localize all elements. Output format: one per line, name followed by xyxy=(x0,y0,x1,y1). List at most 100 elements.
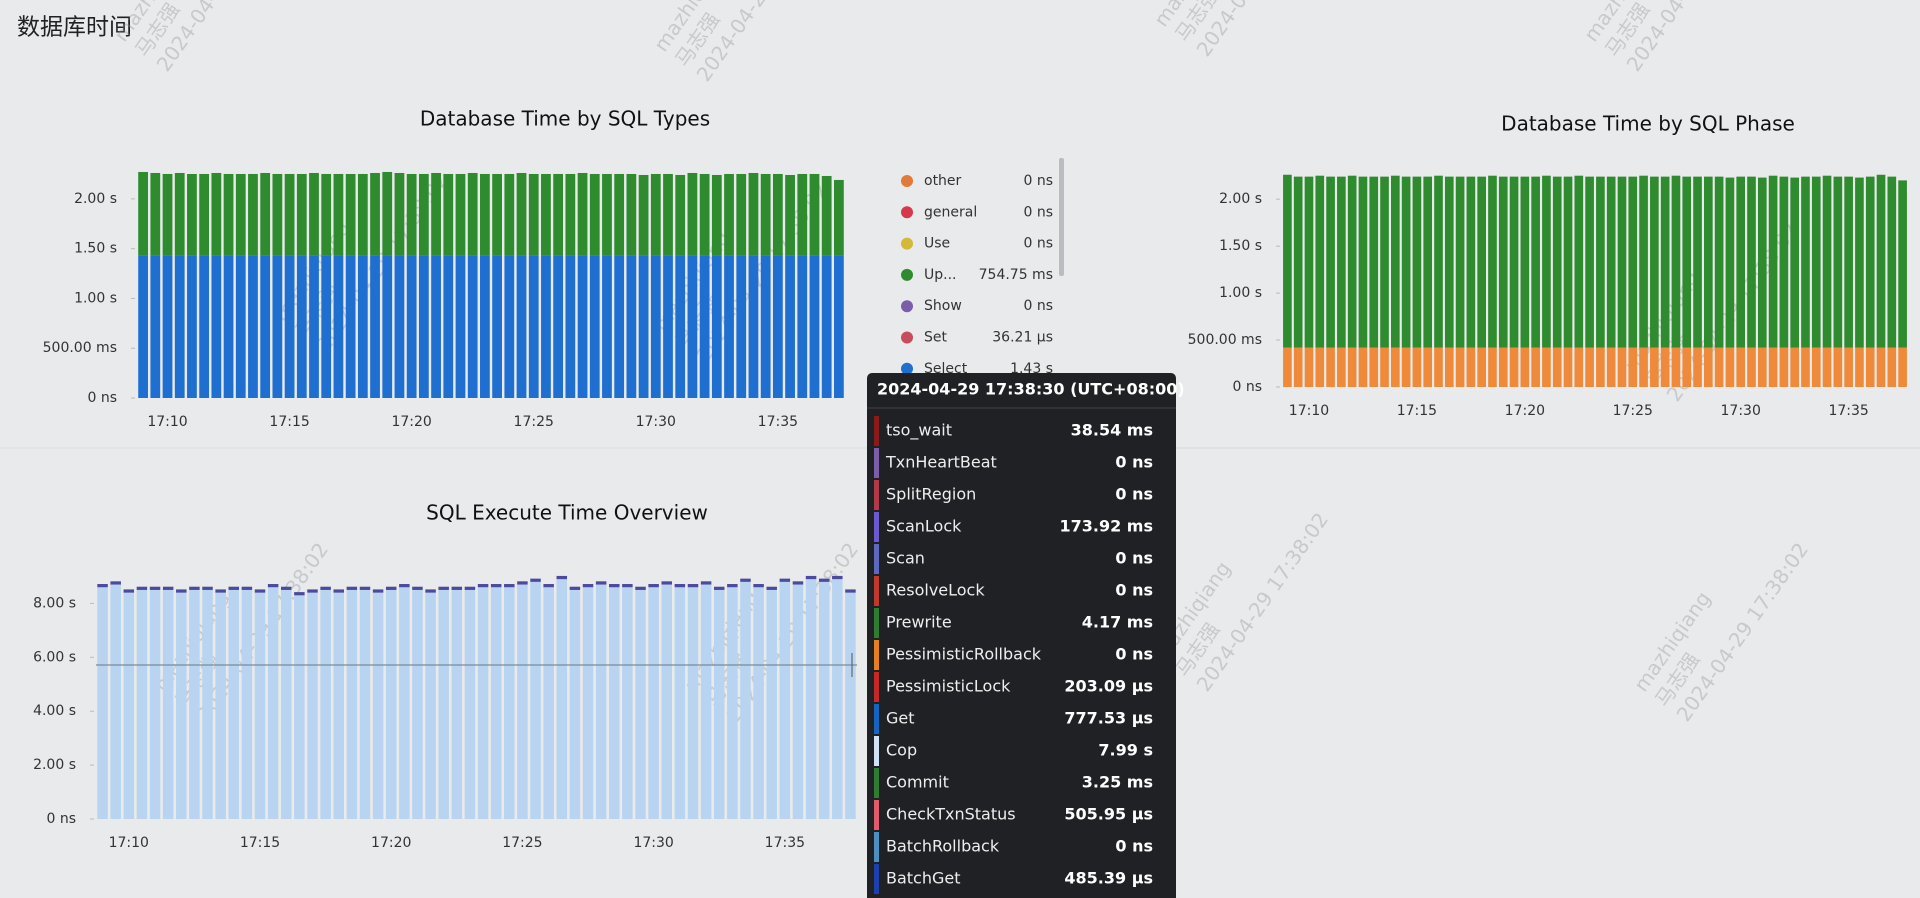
bar xyxy=(1520,176,1530,348)
tooltip-swatch xyxy=(874,608,879,638)
bar xyxy=(406,255,417,398)
bar xyxy=(792,581,804,585)
bar xyxy=(272,173,283,256)
bar xyxy=(711,174,722,256)
bar xyxy=(674,584,686,588)
bar xyxy=(1790,347,1799,387)
bar xyxy=(1466,176,1476,348)
bar xyxy=(504,584,515,588)
legend-dot xyxy=(901,300,913,313)
bar xyxy=(516,172,527,256)
bar xyxy=(333,173,344,256)
bar xyxy=(569,586,581,590)
bar xyxy=(687,255,698,398)
bar xyxy=(1639,175,1648,348)
bar xyxy=(797,173,808,256)
bar xyxy=(443,173,454,256)
bar xyxy=(1326,347,1335,387)
bar xyxy=(1822,175,1832,348)
legend-name[interactable]: Set xyxy=(924,330,948,346)
bar xyxy=(254,589,266,593)
tooltip-value: 777.53 µs xyxy=(1064,709,1153,728)
bar xyxy=(333,592,344,819)
bar xyxy=(399,587,410,819)
legend-name[interactable]: other xyxy=(924,173,962,189)
legend-name[interactable]: Show xyxy=(924,298,962,314)
x-tick-label: 17:15 xyxy=(240,835,280,851)
bar xyxy=(663,255,673,398)
bar xyxy=(1585,176,1594,348)
bar xyxy=(1865,176,1875,348)
tooltip-swatch xyxy=(874,416,879,446)
bar xyxy=(736,173,747,256)
bar xyxy=(818,578,830,582)
bar xyxy=(736,255,747,398)
bar xyxy=(309,255,319,398)
bar xyxy=(438,586,449,590)
x-tick-label: 17:30 xyxy=(636,414,676,430)
bar xyxy=(577,255,588,398)
bar xyxy=(1801,347,1810,387)
bar xyxy=(1898,180,1907,348)
bar xyxy=(372,589,384,593)
bar xyxy=(1477,347,1486,387)
bar xyxy=(766,589,777,819)
tooltip-name: SplitRegion xyxy=(886,485,976,504)
legend-value: 36.21 µs xyxy=(992,330,1053,346)
bar xyxy=(1283,174,1292,348)
bar xyxy=(1650,347,1659,387)
bar xyxy=(382,255,393,398)
bar xyxy=(687,587,699,819)
legend-name[interactable]: Select xyxy=(924,361,968,377)
bar xyxy=(766,586,777,590)
bar xyxy=(1434,175,1443,348)
bar xyxy=(241,586,253,590)
bar xyxy=(1542,347,1551,387)
bar xyxy=(345,255,356,398)
bar xyxy=(772,255,783,398)
y-tick-label: 1.50 s xyxy=(1219,238,1262,254)
bar xyxy=(394,255,405,398)
bar xyxy=(543,584,554,588)
y-tick-label: 500.00 ms xyxy=(1188,332,1262,348)
bar xyxy=(1736,176,1746,348)
bar xyxy=(307,592,318,819)
bar xyxy=(516,255,527,398)
x-tick-label: 17:15 xyxy=(1397,403,1437,419)
bar xyxy=(223,173,234,256)
bar xyxy=(556,579,568,819)
bar xyxy=(451,589,463,819)
bar xyxy=(635,589,646,819)
tooltip-swatch xyxy=(874,864,879,894)
tooltip-name: Get xyxy=(886,709,915,728)
legend-name[interactable]: general xyxy=(924,204,977,220)
tooltip-swatch xyxy=(874,480,879,510)
bar xyxy=(138,171,148,256)
bar xyxy=(294,592,305,596)
legend-name[interactable]: Up... xyxy=(924,267,956,283)
tooltip-name: ResolveLock xyxy=(886,581,985,600)
bar xyxy=(136,586,148,590)
tooltip-swatch xyxy=(874,448,879,478)
bar xyxy=(248,173,258,256)
tooltip-value: 0 ns xyxy=(1115,645,1153,664)
bar xyxy=(187,173,197,256)
bar xyxy=(480,255,490,398)
bar xyxy=(1650,176,1659,348)
legend-scrollbar xyxy=(1059,158,1064,276)
y-tick-label: 1.00 s xyxy=(74,290,117,306)
bar xyxy=(622,584,633,588)
bar xyxy=(1682,347,1692,387)
bar xyxy=(565,173,576,256)
bar xyxy=(1617,347,1627,387)
bar xyxy=(123,592,135,819)
bar xyxy=(753,587,764,819)
bar xyxy=(687,584,699,588)
bar xyxy=(543,587,554,819)
bar xyxy=(149,589,161,819)
bar xyxy=(602,173,612,256)
bar xyxy=(504,173,515,256)
bar xyxy=(1606,176,1616,348)
bar xyxy=(451,586,463,590)
legend-name[interactable]: Use xyxy=(924,236,950,252)
